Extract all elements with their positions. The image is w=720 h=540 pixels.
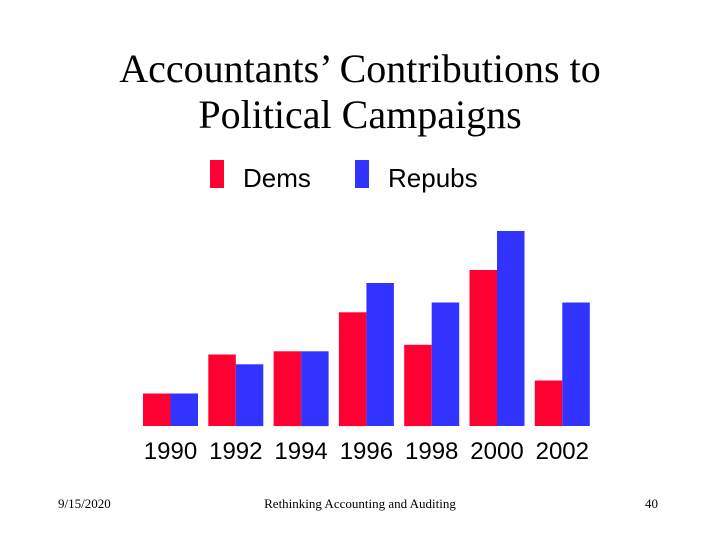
bar-chart: Dems Repubs 1990 1992 1994 1996 1998 2000 2002	[143, 160, 590, 465]
bar-repubs-1990	[170, 393, 198, 426]
footer-date: 9/15/2020	[58, 496, 111, 511]
page-number: 40	[645, 496, 658, 511]
x-tick-label-1996: 1996	[340, 438, 393, 465]
bar-dems-2002	[534, 380, 563, 426]
bar-dems-1990	[143, 393, 171, 426]
legend-swatch-repubs	[355, 160, 369, 188]
title-line-2: Political Campaigns	[198, 92, 522, 137]
bar-repubs-1994	[301, 351, 329, 427]
x-tick-label-1994: 1994	[274, 438, 327, 465]
bar-repubs-1992	[235, 364, 264, 427]
legend-label-repubs: Repubs	[388, 163, 478, 193]
bar-repubs-1996	[366, 283, 394, 426]
x-axis-tick-labels: 1990 1992 1994 1996 1998 2000 2002	[144, 438, 589, 465]
bar-repubs-1998	[431, 302, 460, 426]
bar-dems-1996	[338, 312, 367, 427]
x-tick-label-2002: 2002	[536, 438, 589, 465]
legend-label-dems: Dems	[243, 163, 311, 193]
bar-dems-1998	[404, 344, 432, 427]
x-tick-label-1990: 1990	[144, 438, 197, 465]
x-tick-label-1998: 1998	[405, 438, 458, 465]
bar-repubs-2000	[497, 231, 525, 426]
bar-dems-1994	[273, 351, 302, 427]
footer-title: Rethinking Accounting and Auditing	[264, 496, 456, 511]
x-tick-label-2000: 2000	[470, 438, 523, 465]
bar-dems-2000	[469, 270, 497, 426]
bar-repubs-2002	[562, 302, 590, 426]
chart-legend: Dems Repubs	[210, 160, 478, 193]
x-tick-label-1992: 1992	[209, 438, 262, 465]
slide-title: Accountants’ Contributions to Political …	[0, 46, 720, 138]
title-line-1: Accountants’ Contributions to	[119, 46, 601, 91]
bar-dems-1992	[208, 354, 236, 426]
chart-bars	[143, 231, 590, 427]
legend-swatch-dems	[210, 160, 224, 188]
